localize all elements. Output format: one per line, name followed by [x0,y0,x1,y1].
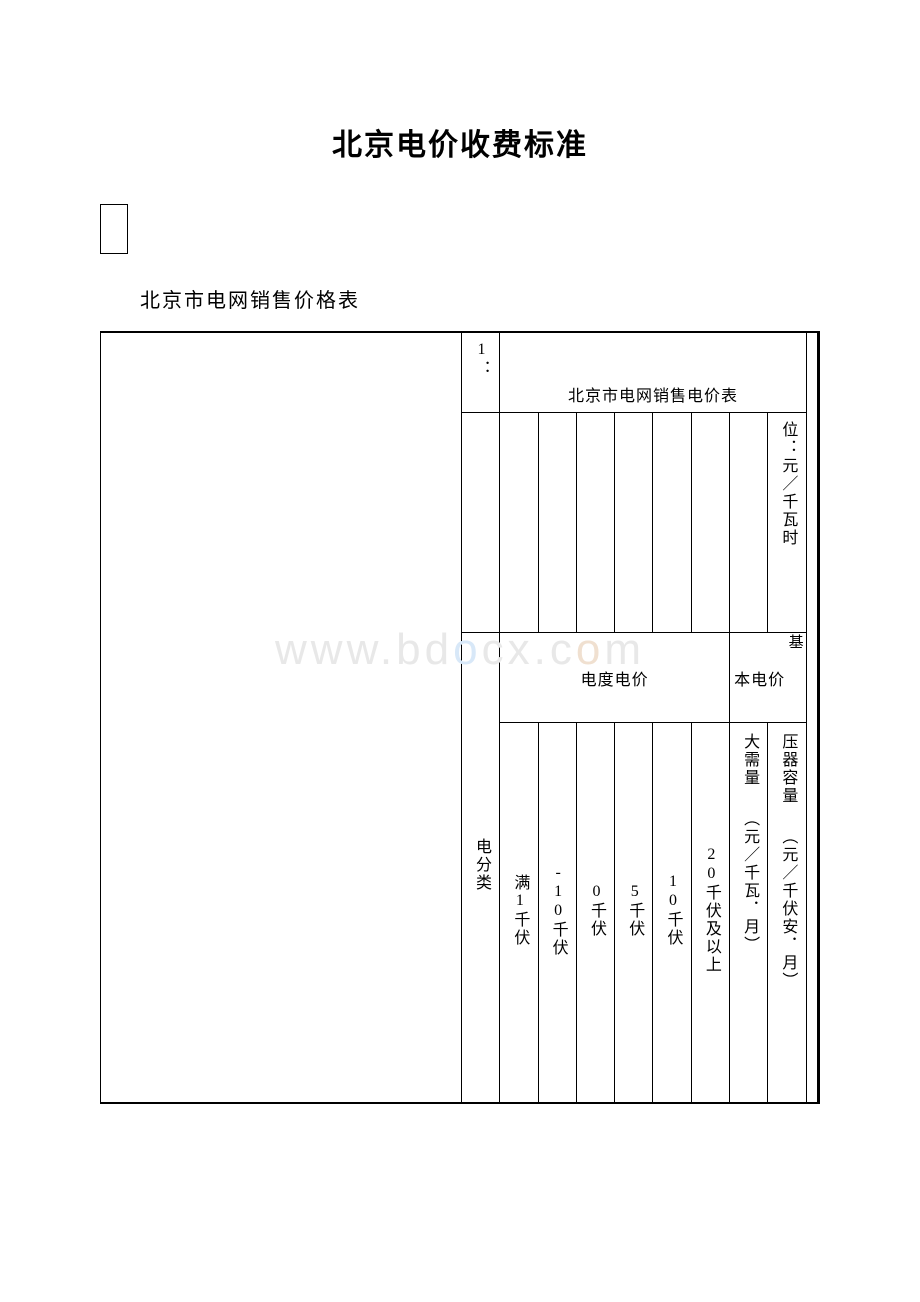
col-5kv: 5千伏 [615,723,653,1103]
col-under-1kv: 满1千伏 [500,723,538,1103]
category-header: 电分类 [462,633,500,1103]
edge-cell [806,333,817,1103]
col-0kv: 0千伏 [576,723,614,1103]
electricity-price-header: 电度电价 [500,633,730,723]
main-title: 北京电价收费标准 [100,120,820,164]
empty-cell [538,413,576,633]
empty-cell [730,413,768,633]
small-box [100,204,128,254]
empty-cell [462,413,500,633]
col-20kv-above: 20千伏及以上 [691,723,729,1103]
document-page: www.bdocx.com 北京电价收费标准 北京市电网销售价格表 1： 北京市… [0,0,920,1302]
empty-cell [691,413,729,633]
table-row: 1： 北京市电网销售电价表 [101,333,818,413]
price-table-container: 1： 北京市电网销售电价表 位：元／千瓦时 [100,331,820,1104]
col-1-10kv: -10千伏 [538,723,576,1103]
empty-cell [500,413,538,633]
col-capacity: 压器容量 （元／千伏安．月） [768,723,806,1103]
table-title-cell: 北京市电网销售电价表 [500,333,806,413]
subtitle: 北京市电网销售价格表 [140,284,820,313]
col-10kv: 10千伏 [653,723,691,1103]
price-table: 1： 北京市电网销售电价表 位：元／千瓦时 [101,332,818,1103]
empty-cell [615,413,653,633]
basic-price-header: 基 本电价 [730,633,807,723]
blank-left-cell [101,333,462,1103]
col-demand: 大需量 （元／千瓦．月） [730,723,768,1103]
empty-cell [653,413,691,633]
label-cell: 1： [462,333,500,413]
empty-cell [576,413,614,633]
unit-cell: 位：元／千瓦时 [768,413,806,633]
